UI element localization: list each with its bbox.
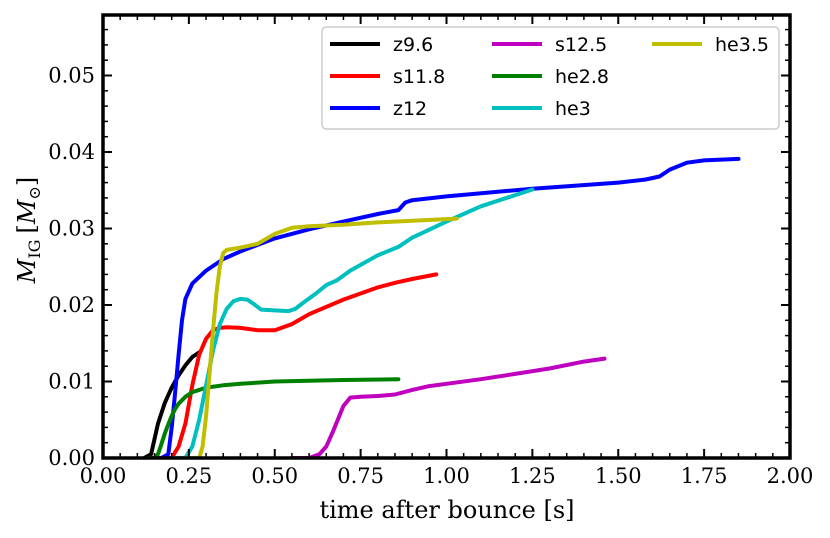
- legend: z9.6 s11.8 z12 s12.5 he2.8 he3 he3.5: [321, 26, 780, 130]
- x-tick-label: 1.25: [509, 464, 556, 488]
- y-axis-unit-main: M: [13, 198, 41, 225]
- legend-label-z12: z12: [393, 98, 427, 120]
- legend-label-he3: he3: [555, 98, 591, 120]
- legend-label-s12.5: s12.5: [555, 34, 607, 56]
- series-line-s11.8: [152, 272, 439, 458]
- x-tick-label: 1.50: [595, 464, 642, 488]
- x-tick-label: 1.75: [681, 464, 728, 488]
- y-tick-label: 0.00: [48, 446, 95, 470]
- y-tick-label: 0.01: [48, 370, 95, 394]
- legend-box: [321, 26, 780, 130]
- y-axis-title: MIG[M⊙]: [13, 177, 44, 284]
- y-axis-title-main: M: [13, 257, 41, 284]
- x-tick-label: 0.75: [337, 464, 384, 488]
- plot-frame: [101, 13, 792, 460]
- x-tick-label: 0.00: [80, 464, 127, 488]
- legend-label-he3.5: he3.5: [715, 34, 769, 56]
- y-axis-unit-sub: ⊙: [25, 186, 44, 199]
- y-tick-label: 0.05: [48, 64, 95, 88]
- legend-label-z9.6: z9.6: [393, 34, 433, 56]
- y-tick-label: 0.02: [48, 293, 95, 317]
- series-line-he3: [169, 187, 535, 458]
- x-tick-label: 1.00: [423, 464, 470, 488]
- x-tick-label: 0.25: [165, 464, 212, 488]
- legend-label-s11.8: s11.8: [393, 66, 445, 88]
- series-line-z12: [159, 156, 741, 458]
- legend-label-he2.8: he2.8: [555, 66, 609, 88]
- y-tick-label: 0.04: [48, 140, 95, 164]
- x-tick-label: 0.50: [251, 464, 298, 488]
- series-line-s12.5: [289, 356, 607, 458]
- series-line-he2.8: [145, 377, 401, 458]
- y-axis-unit-close: ]: [13, 177, 41, 186]
- x-tick-label: 2.00: [767, 464, 814, 488]
- series-line-he3.5: [183, 216, 459, 458]
- svg-text:MIG[M⊙]: MIG[M⊙]: [13, 177, 44, 284]
- series-line-z9.6: [142, 350, 202, 458]
- y-axis-title-sub: IG: [25, 240, 44, 259]
- ticks-layer: 0.00 0.25 0.50 0.75 1.00 1.25 1.50 1.75 2.00 0.00…: [48, 15, 813, 488]
- series-layer: [142, 156, 741, 458]
- y-axis-unit-open: [: [13, 224, 41, 233]
- y-tick-label: 0.03: [48, 217, 95, 241]
- x-axis-title: time after bounce [s]: [319, 496, 574, 524]
